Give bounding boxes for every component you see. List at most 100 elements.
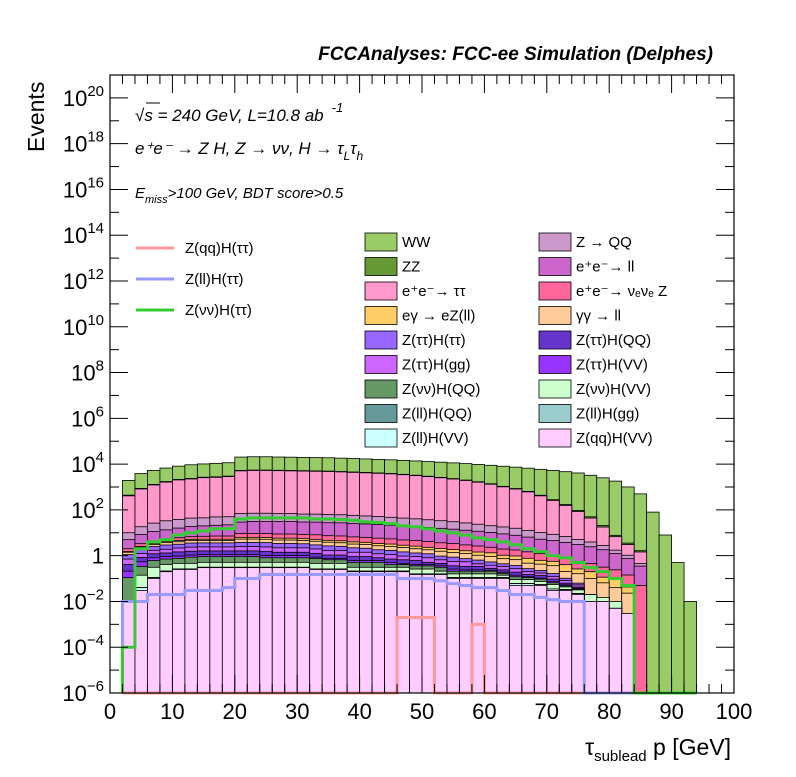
bar <box>496 578 510 694</box>
legend-grid-entry: Z(ττ)H(VV) <box>538 355 648 374</box>
bar <box>533 585 548 694</box>
signal-line-2 <box>120 516 697 695</box>
legend-grid-entry: Z → QQ <box>538 232 632 252</box>
bar <box>321 569 336 694</box>
legend-grid-entry: e⁺e⁻→ νₑνₑ Z <box>538 281 667 301</box>
legend-grid-label: ZZ <box>402 259 420 276</box>
y-tick-label: 1016 <box>63 174 104 202</box>
legend-left-label: Z(νν)H(ττ) <box>185 302 252 319</box>
legend-grid-label: Z(qq)H(VV) <box>576 430 653 447</box>
bar <box>134 590 148 694</box>
legend-grid-entry: Z(νν)H(VV) <box>538 379 651 399</box>
y-tick-exp: 12 <box>87 266 104 283</box>
legend-grid-entry: WW <box>364 232 431 252</box>
bar <box>284 567 298 694</box>
legend-grid-entry: ZZ <box>364 257 420 276</box>
legend-grid-entry: Z(νν)H(QQ) <box>364 379 480 399</box>
bar <box>396 571 410 694</box>
bar <box>633 585 648 694</box>
x-tick-label: 80 <box>597 699 621 724</box>
energy-text: √s = 240 GeV, L=10.8 ab -1 <box>135 100 343 125</box>
legend-swatch <box>364 281 398 301</box>
y-tick-label: 106 <box>71 403 104 431</box>
x-tick-label: 30 <box>285 699 309 724</box>
legend-signals: Z(qq)H(ττ) Z(ll)H(ττ) Z(νν)H(ττ) <box>136 240 254 319</box>
y-tick-base: 10 <box>63 177 87 202</box>
legend-grid-entry: e⁺e⁻→ ττ <box>364 281 466 301</box>
bar <box>658 534 672 694</box>
bar <box>196 567 211 694</box>
legend-swatch <box>364 404 398 423</box>
bar <box>346 571 360 694</box>
y-tick-base: 10 <box>63 132 87 157</box>
chart-title: FCCAnalyses: FCC-ee Simulation (Delphes) <box>318 44 713 65</box>
x-tick-label: 90 <box>659 699 683 724</box>
bar <box>234 567 248 694</box>
y-tick-label: 104 <box>71 449 104 477</box>
x-tick-label: 0 <box>104 699 116 724</box>
y-tick-exp: 16 <box>87 174 104 191</box>
legend-grid-entry: eγ → eZ(ll) <box>364 306 475 325</box>
bar <box>583 601 598 694</box>
bar <box>296 567 311 694</box>
bar <box>159 571 173 694</box>
bar <box>371 571 385 694</box>
y-tick-exp: 14 <box>87 220 104 237</box>
bar <box>209 567 223 694</box>
y-tick-base: 10 <box>62 681 86 706</box>
legend-swatch <box>538 404 572 423</box>
legend-grid-entry: Z(qq)H(VV) <box>538 428 653 448</box>
legend-grid-entry: Z(ll)H(gg) <box>538 404 639 423</box>
legend-swatch <box>538 428 572 448</box>
y-tick-base: 10 <box>71 361 95 386</box>
x-axis-title-rest: p [GeV] <box>647 734 731 760</box>
legend-swatch <box>364 232 398 252</box>
y-tick-exp: −4 <box>87 632 104 649</box>
x-tick-label: 20 <box>223 699 247 724</box>
bar <box>171 569 186 694</box>
legend-grid-entry: Z(ll)H(VV) <box>364 428 469 448</box>
legend-swatch <box>538 232 572 252</box>
bar <box>459 578 473 694</box>
cut-sub: miss <box>145 194 168 206</box>
bar <box>259 567 273 694</box>
legend-grid-entry: γγ → ll <box>538 306 621 325</box>
legend-grid-label: WW <box>402 234 431 251</box>
legend-left-entry: Z(ll)H(ττ) <box>136 271 244 288</box>
y-tick-exp: 8 <box>96 358 104 375</box>
legend-grid-label: Z(ττ)H(VV) <box>576 357 648 374</box>
y-tick-base: 10 <box>71 406 95 431</box>
legend-grid-label: Z(ττ)H(ττ) <box>402 332 466 349</box>
bar <box>646 511 660 694</box>
x-tick-label: 60 <box>472 699 496 724</box>
bar <box>683 601 697 694</box>
y-tick-label: 108 <box>71 358 104 386</box>
bar <box>246 567 261 694</box>
y-tick-label: 1018 <box>63 129 104 157</box>
y-tick-exp: −6 <box>87 678 104 695</box>
stacked-histograms <box>122 456 697 694</box>
bar <box>421 574 435 694</box>
bar <box>409 574 423 694</box>
y-tick-exp: 4 <box>96 449 104 466</box>
bar <box>621 613 635 694</box>
energy-annotation: √s = 240 GeV, L=10.8 ab -1 <box>135 100 343 125</box>
legend-grid-label: γγ → ll <box>576 308 621 325</box>
y-tick-base: 10 <box>71 498 95 523</box>
y-tick-label: 1 <box>92 544 104 569</box>
x-axis-title-sub: sublead <box>594 748 647 765</box>
bar <box>271 567 286 694</box>
legend-swatch <box>538 355 572 374</box>
bar <box>571 594 585 694</box>
y-tick-label: 1020 <box>63 83 104 111</box>
energy-sqrt: √s <box>135 106 153 125</box>
bar <box>434 574 448 694</box>
legend-grid-label: e⁺e⁻→ ll <box>576 259 634 276</box>
legend-swatch <box>364 355 398 374</box>
bar <box>309 569 323 694</box>
y-tick-base: 10 <box>63 223 87 248</box>
legend-left-entry: Z(νν)H(ττ) <box>136 302 252 319</box>
bar <box>521 585 535 694</box>
x-axis-title-main: τ <box>585 734 594 760</box>
